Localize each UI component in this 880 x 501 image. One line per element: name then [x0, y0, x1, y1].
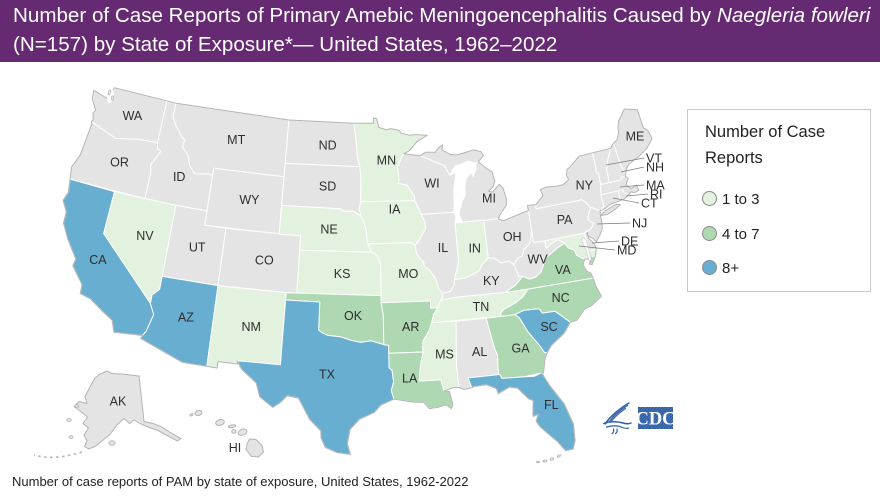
svg-text:NY: NY — [576, 179, 594, 193]
svg-text:AR: AR — [402, 320, 419, 334]
svg-text:MO: MO — [398, 267, 418, 281]
svg-text:NC: NC — [552, 291, 570, 305]
svg-text:PA: PA — [557, 213, 573, 227]
svg-text:ID: ID — [173, 170, 186, 184]
svg-text:IN: IN — [468, 241, 481, 255]
svg-text:OR: OR — [110, 156, 129, 170]
svg-text:AL: AL — [472, 345, 487, 359]
svg-text:GA: GA — [511, 342, 530, 356]
svg-text:AZ: AZ — [178, 310, 194, 324]
svg-text:CA: CA — [89, 253, 107, 267]
svg-text:WY: WY — [239, 193, 260, 207]
svg-text:WA: WA — [123, 109, 143, 123]
svg-text:CDC: CDC — [635, 410, 675, 430]
svg-text:NJ: NJ — [632, 217, 647, 231]
svg-text:MD: MD — [617, 244, 636, 258]
svg-text:MI: MI — [482, 192, 496, 206]
svg-text:FL: FL — [544, 398, 559, 412]
svg-text:VA: VA — [555, 263, 571, 277]
svg-text:MA: MA — [646, 179, 665, 193]
svg-text:WV: WV — [528, 253, 549, 267]
svg-text:KS: KS — [334, 267, 351, 281]
svg-text:IL: IL — [438, 241, 448, 255]
svg-text:LA: LA — [402, 372, 418, 386]
svg-text:KY: KY — [483, 274, 500, 288]
svg-text:TN: TN — [473, 300, 490, 314]
svg-text:UT: UT — [189, 241, 206, 255]
svg-text:ND: ND — [319, 138, 337, 152]
svg-text:SC: SC — [540, 320, 557, 334]
svg-text:RI: RI — [650, 188, 663, 202]
svg-text:CO: CO — [255, 254, 274, 268]
svg-text:OK: OK — [344, 309, 363, 323]
svg-text:NE: NE — [320, 223, 337, 237]
svg-text:WI: WI — [424, 176, 439, 190]
svg-text:OH: OH — [503, 230, 522, 244]
svg-text:MT: MT — [227, 133, 245, 147]
svg-text:HI: HI — [229, 441, 242, 455]
svg-text:MN: MN — [377, 154, 396, 168]
svg-text:IA: IA — [389, 202, 401, 216]
svg-text:VT: VT — [646, 152, 662, 166]
svg-text:TX: TX — [319, 368, 336, 382]
svg-text:MS: MS — [435, 348, 454, 362]
svg-text:DE: DE — [621, 235, 638, 249]
svg-text:SD: SD — [319, 179, 336, 193]
svg-text:AK: AK — [110, 395, 127, 409]
svg-text:ME: ME — [626, 130, 645, 144]
svg-text:CT: CT — [641, 197, 658, 211]
svg-text:NM: NM — [241, 320, 260, 334]
svg-text:NH: NH — [646, 161, 664, 175]
svg-text:NV: NV — [136, 229, 154, 243]
